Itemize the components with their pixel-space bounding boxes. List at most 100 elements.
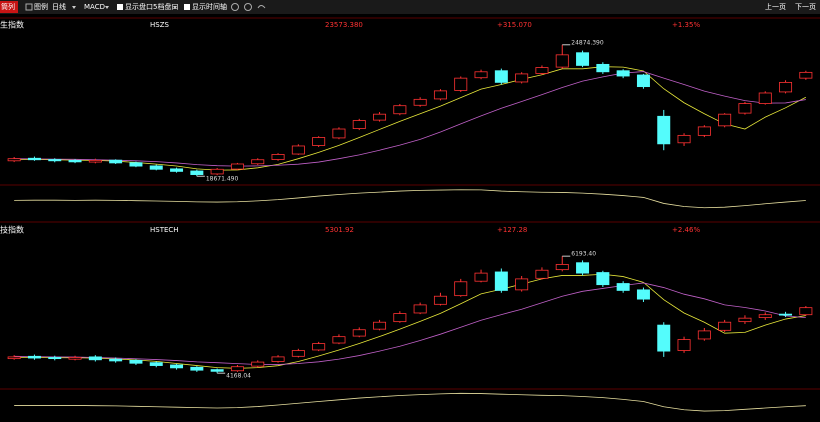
candle-body	[636, 74, 650, 88]
toolbar-bg	[0, 0, 820, 14]
candle-body	[291, 145, 305, 155]
candle-body	[433, 295, 447, 305]
candle-body	[230, 366, 244, 372]
candle-body	[697, 330, 711, 340]
candle-body	[271, 356, 285, 362]
dropdown-arrow	[173, 6, 177, 9]
candle-body	[271, 154, 285, 160]
candle-body	[27, 157, 41, 161]
change: +127.28	[497, 226, 527, 234]
tab-bg[interactable]	[0, 1, 18, 13]
candle-body	[596, 63, 610, 73]
candle-body	[535, 67, 549, 74]
candle-body	[758, 314, 772, 319]
candle-body	[799, 307, 813, 316]
candle-body	[677, 134, 691, 144]
candle-body	[251, 159, 265, 165]
checkbox[interactable]	[117, 4, 123, 10]
toolbar-item[interactable]: 日线	[52, 2, 66, 11]
dropdown-arrow	[105, 6, 109, 9]
candle-body	[758, 92, 772, 104]
ma-line	[14, 66, 807, 171]
candle-body	[68, 159, 82, 163]
ma-line	[14, 71, 806, 167]
candle-body	[27, 355, 41, 359]
toolbar-item[interactable]: 图例	[34, 2, 48, 11]
candle-body	[677, 339, 691, 351]
candle-body	[170, 364, 184, 369]
candle-body	[515, 73, 529, 83]
candle-body	[413, 304, 427, 314]
candle-body	[312, 137, 326, 146]
candle-body	[697, 126, 711, 136]
candle-body	[149, 362, 163, 366]
macd-line	[14, 189, 806, 209]
price: 5301.92	[325, 226, 354, 234]
reset[interactable]	[257, 5, 266, 9]
candle-body	[494, 271, 508, 291]
candle-body	[433, 90, 447, 100]
candle-body	[738, 103, 752, 114]
icon	[25, 3, 33, 11]
candle-body	[535, 269, 549, 279]
candle-body	[190, 366, 204, 371]
next-page[interactable]: 下一页	[795, 3, 816, 11]
candle-body	[352, 329, 366, 337]
candle-body	[718, 321, 732, 331]
candle-body	[312, 343, 326, 351]
candle-body	[88, 356, 102, 361]
candle-body	[393, 105, 407, 115]
candle-body	[596, 272, 610, 286]
candle-body	[149, 165, 163, 170]
candle-body	[779, 313, 793, 316]
chart-title: 技指数	[0, 225, 24, 235]
candle-body	[7, 356, 21, 360]
candle-body	[738, 317, 752, 323]
candle-body	[48, 357, 62, 360]
candle-body	[109, 358, 123, 362]
candle-body	[210, 168, 224, 175]
candle-body	[616, 70, 630, 77]
toolbar-item[interactable]: MACD	[84, 3, 105, 11]
price: 23573.380	[325, 21, 363, 29]
candle-body	[373, 113, 387, 121]
candle-body	[799, 71, 813, 79]
toolbar-item[interactable]: 显示盘口5档盘口	[125, 2, 178, 11]
candle-body	[393, 313, 407, 323]
candle-body	[474, 272, 488, 282]
candle-body	[68, 357, 82, 360]
checkbox[interactable]	[184, 4, 190, 10]
candle-body	[88, 159, 102, 163]
candle-body	[352, 120, 366, 129]
candle-body	[7, 158, 21, 162]
annotation-label: 4168.04	[226, 373, 251, 380]
prev-page[interactable]: 上一页	[765, 2, 786, 11]
candle-body	[413, 98, 427, 106]
candle-body	[332, 128, 346, 139]
candle-body	[515, 278, 529, 291]
zoom-out[interactable]	[244, 3, 252, 11]
annotation-label: 18671.490	[206, 176, 239, 183]
candle-body	[230, 163, 244, 170]
candle-body	[555, 264, 569, 271]
candle-body	[170, 168, 184, 172]
chart-title: 生指数	[0, 20, 24, 30]
candle-body	[657, 115, 671, 145]
ma-line	[14, 282, 806, 365]
zoom-in[interactable]	[231, 3, 239, 11]
macd-line	[14, 392, 806, 412]
candle-body	[109, 159, 123, 164]
candle-body	[291, 350, 305, 357]
candle-body	[332, 336, 346, 344]
change: +315.070	[497, 21, 532, 29]
candle-body	[48, 159, 62, 162]
tab[interactable]: 筒列	[1, 2, 15, 11]
candle-body	[129, 162, 143, 167]
candle-body	[251, 361, 265, 367]
candle-body	[454, 77, 468, 91]
toolbar-item[interactable]: 显示时间轴	[192, 2, 227, 11]
candle-body	[190, 170, 204, 175]
candle-body	[494, 70, 508, 83]
